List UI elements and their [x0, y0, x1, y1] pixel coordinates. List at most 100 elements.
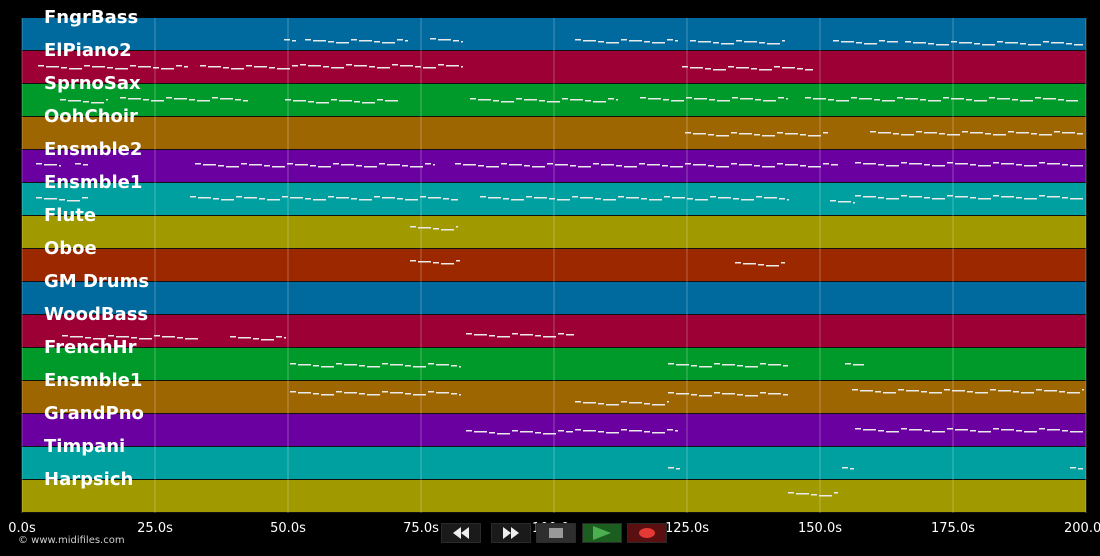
note-segment: [845, 363, 851, 365]
note-segment: [819, 495, 832, 497]
note-segment: [967, 391, 973, 393]
note-segment: [516, 98, 522, 100]
note-segment: [698, 41, 711, 43]
note-segment: [433, 262, 439, 264]
note-segment: [1047, 196, 1060, 198]
note-segment: [713, 69, 726, 71]
note-segment: [377, 99, 383, 101]
note-segment: [83, 164, 88, 166]
note-segment: [451, 365, 457, 367]
note-segment: [943, 97, 949, 99]
note-segment: [786, 98, 788, 100]
note-segment: [197, 100, 210, 102]
note-segment: [616, 165, 622, 167]
note-segment: [459, 366, 461, 368]
note-segment: [663, 99, 669, 101]
note-segment: [1070, 165, 1083, 167]
note-segment: [905, 41, 911, 43]
note-segment: [909, 196, 922, 198]
note-segment: [886, 165, 899, 167]
note-segment: [745, 366, 758, 368]
fast-forward-button[interactable]: [491, 523, 531, 543]
note-segment: [901, 134, 914, 136]
note-segment: [652, 432, 665, 434]
track-lane: [22, 150, 1086, 182]
note-segment: [377, 67, 390, 69]
note-segment: [1021, 392, 1034, 394]
track-label: GM Drums: [44, 271, 149, 292]
note-segment: [879, 40, 885, 42]
note-segment: [985, 133, 991, 135]
note-segment: [936, 44, 949, 46]
note-segment: [1047, 429, 1060, 431]
note-segment: [213, 198, 219, 200]
note-segment: [606, 404, 619, 406]
note-segment: [418, 261, 431, 263]
note-segment: [1062, 132, 1075, 134]
note-segment: [691, 394, 697, 396]
note-segment: [924, 164, 930, 166]
note-segment: [924, 430, 930, 432]
note-segment: [130, 65, 136, 67]
note-segment: [333, 163, 339, 165]
note-segment: [480, 196, 486, 198]
note-segment: [287, 163, 293, 165]
note-segment: [668, 363, 674, 365]
note-segment: [993, 428, 999, 430]
record-button[interactable]: [627, 523, 667, 543]
note-segment: [470, 98, 476, 100]
note-segment: [62, 335, 68, 337]
time-tick-label: 25.0s: [137, 521, 173, 536]
note-segment: [629, 430, 642, 432]
rewind-button[interactable]: [441, 523, 481, 543]
note-segment: [808, 166, 821, 168]
note-segment: [598, 431, 604, 433]
note-segment: [284, 337, 286, 339]
note-segment: [629, 40, 642, 42]
note-segment: [438, 64, 444, 66]
note-segment: [598, 403, 604, 405]
time-tick-label: 150.0s: [798, 521, 842, 536]
note-segment: [497, 336, 510, 338]
note-segment: [668, 392, 674, 394]
note-segment: [1082, 389, 1084, 391]
note-segment: [410, 260, 416, 262]
note-segment: [543, 433, 556, 435]
note-segment: [1059, 391, 1065, 393]
note-segment: [578, 166, 591, 168]
note-segment: [993, 162, 999, 164]
note-segment: [339, 100, 352, 102]
note-segment: [618, 196, 624, 198]
note-segment: [838, 201, 851, 203]
note-segment: [501, 163, 507, 165]
note-segment: [952, 390, 965, 392]
note-segment: [974, 43, 980, 45]
note-segment: [870, 131, 876, 133]
note-segment: [400, 65, 413, 67]
note-segment: [557, 199, 570, 201]
note-segment: [831, 164, 838, 166]
note-segment: [153, 67, 159, 69]
note-segment: [93, 338, 106, 340]
play-button[interactable]: [582, 523, 622, 543]
note-segment: [808, 135, 821, 137]
note-segment: [362, 102, 375, 104]
note-segment: [295, 164, 308, 166]
note-segment: [336, 391, 342, 393]
note-segment: [1066, 43, 1072, 45]
note-segment: [203, 164, 216, 166]
note-segment: [836, 100, 849, 102]
note-segment: [489, 335, 495, 337]
stop-button[interactable]: [536, 523, 576, 543]
note-segment: [921, 391, 927, 393]
note-segment: [331, 99, 337, 101]
note-segment: [185, 338, 198, 340]
note-segment: [328, 41, 334, 43]
note-segment: [1077, 133, 1083, 135]
note-segment: [455, 163, 461, 165]
note-segment: [744, 41, 757, 43]
note-segment: [321, 366, 334, 368]
note-segment: [364, 166, 377, 168]
track-lane: [22, 216, 1086, 248]
